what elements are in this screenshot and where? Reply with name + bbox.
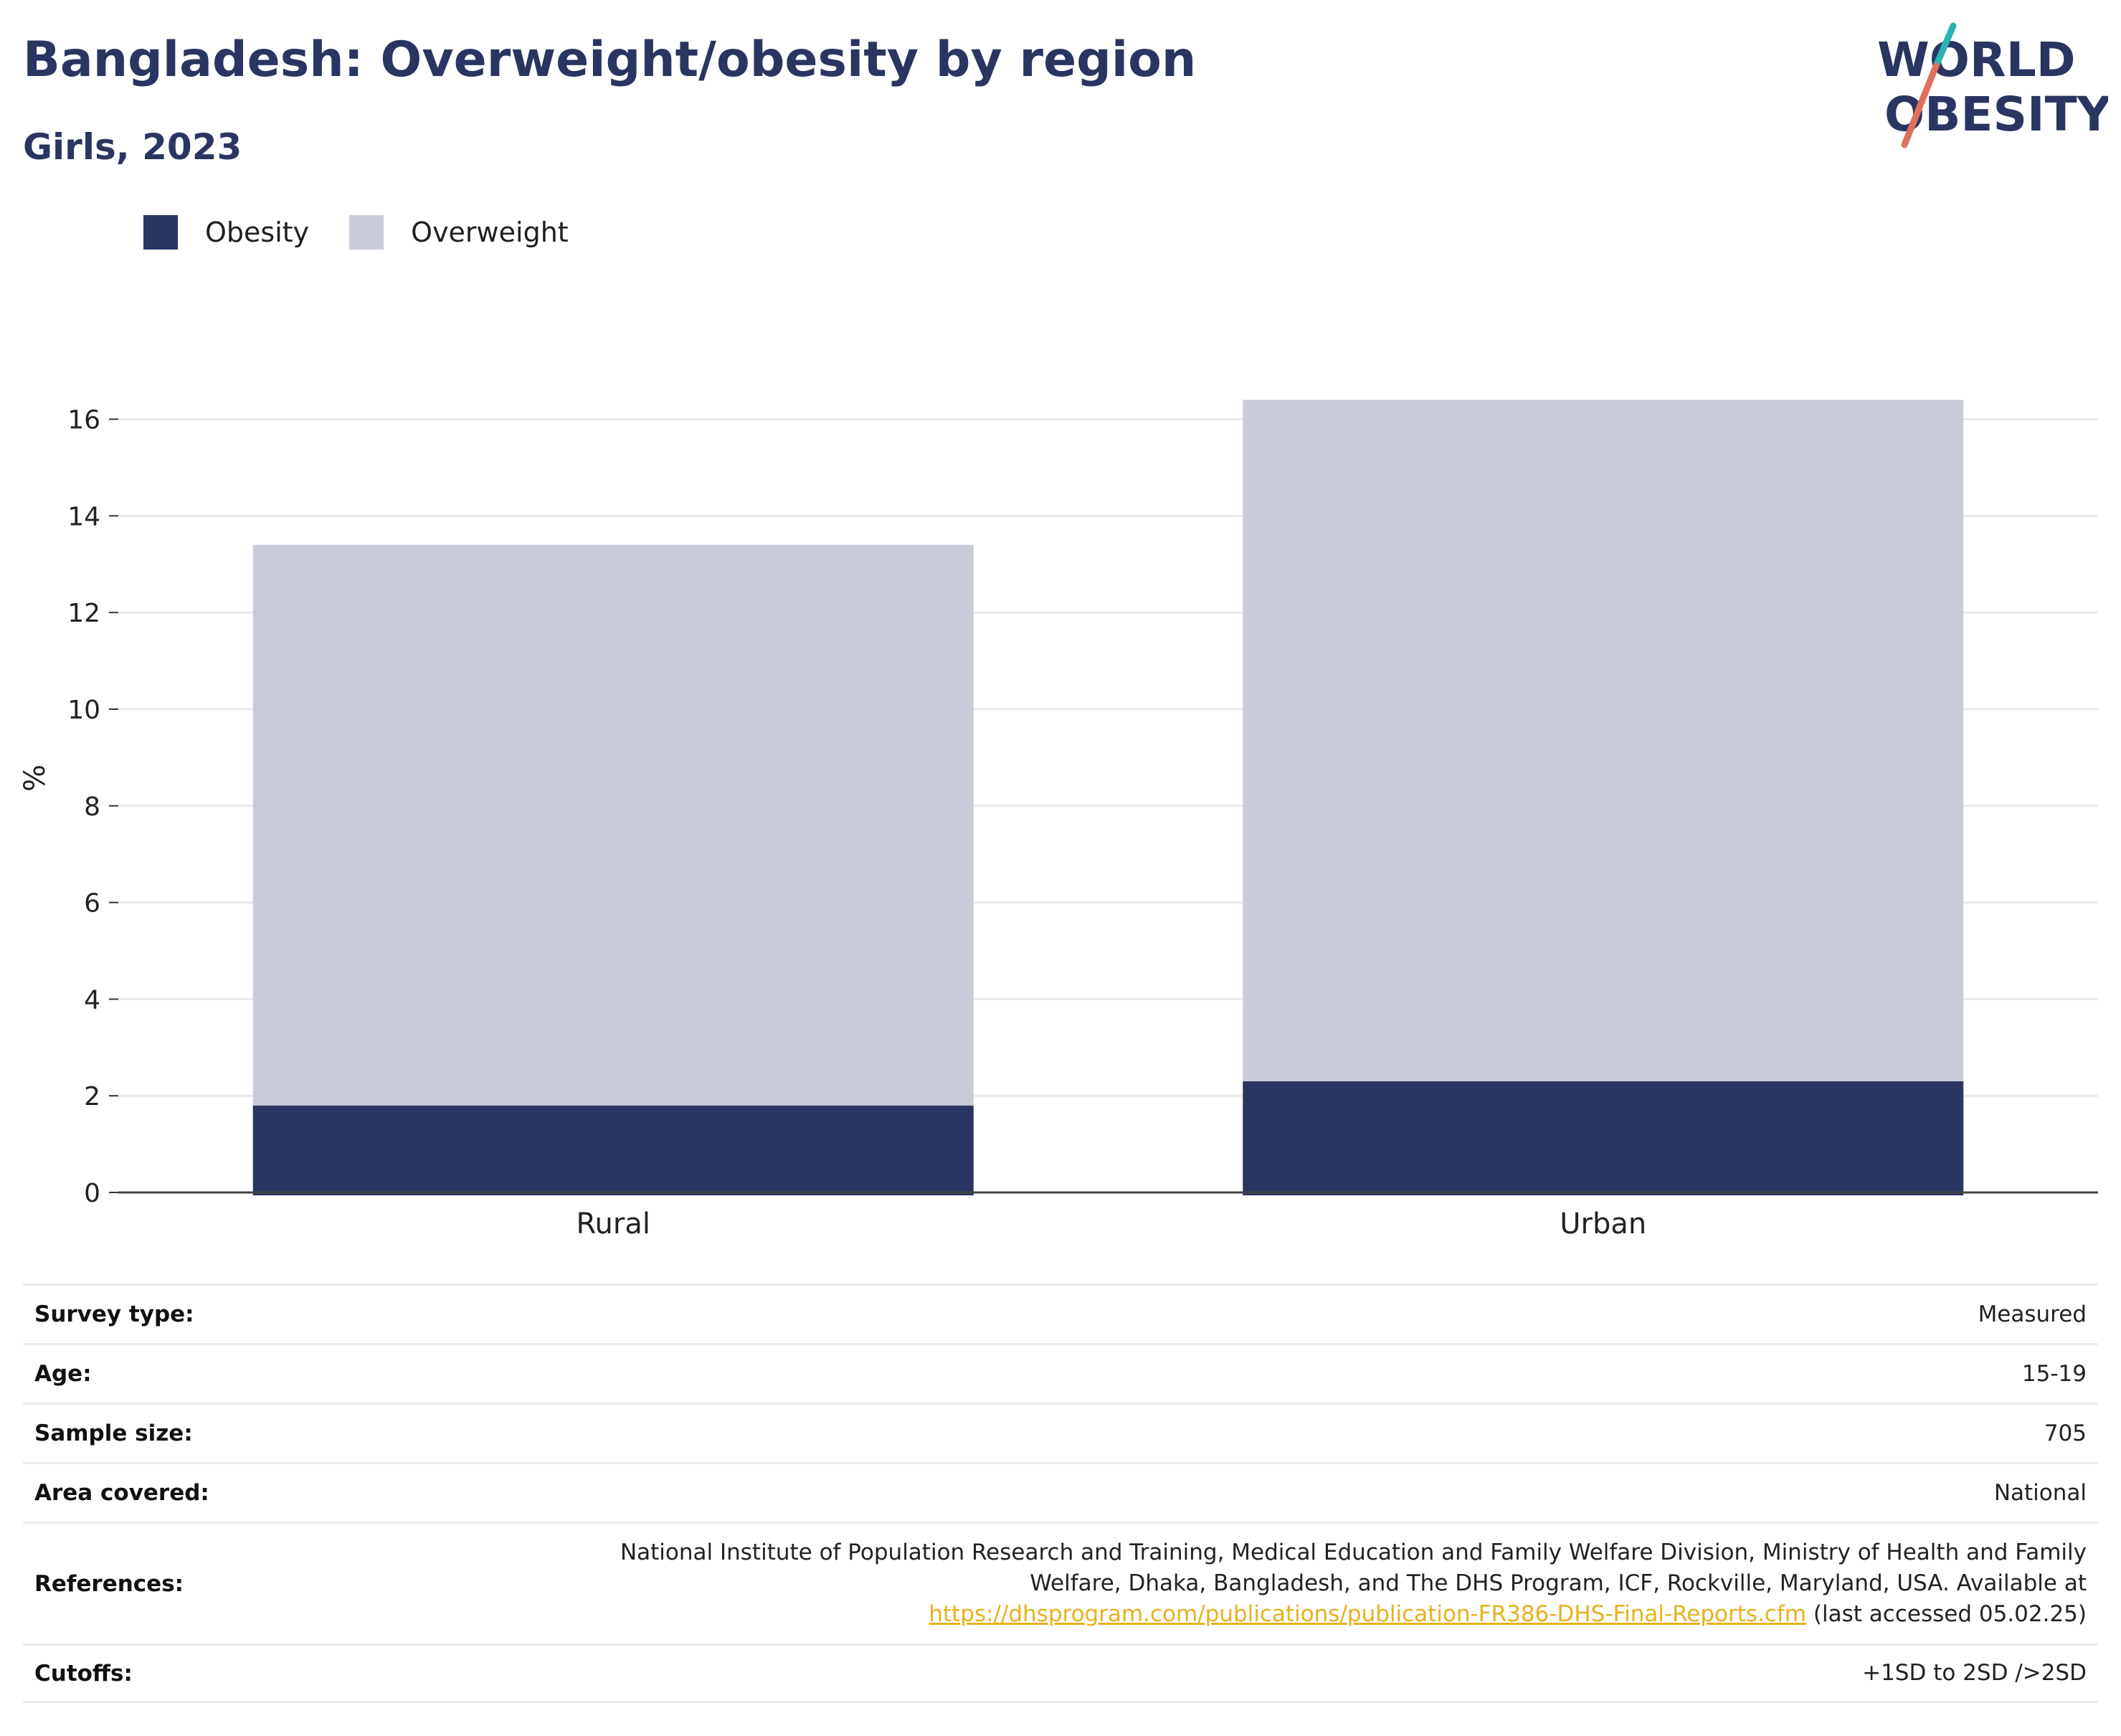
legend-label-obesity: Obesity [205,217,310,248]
y-tick-label-8: 8 [84,792,100,822]
meta-value-cutoffs: +1SD to 2SD />2SD [1862,1660,2087,1686]
chart-bars [252,399,1964,1195]
y-tick-label-12: 12 [67,599,100,628]
meta-label-survey-type: Survey type: [34,1301,194,1327]
meta-row-cutoffs: Cutoffs: +1SD to 2SD />2SD [23,1643,2098,1703]
legend-item-overweight[interactable]: Overweight [349,215,569,250]
chart-legend: Obesity Overweight [143,214,609,251]
y-tick-label-16: 16 [67,406,100,435]
bar-urban-obesity[interactable] [1243,1081,1964,1195]
x-axis-ticks: Rural Urban [576,1208,1647,1241]
x-tick-label-rural: Rural [576,1208,650,1241]
y-axis-ticks: 0 2 4 6 8 10 12 14 16 [67,406,118,1208]
meta-label-cutoffs: Cutoffs: [34,1660,133,1687]
y-tick-label-2: 2 [84,1082,100,1111]
world-obesity-logo: WORLD OBESITY [1877,22,2108,148]
meta-value-survey-type: Measured [1978,1301,2087,1327]
bar-urban-overweight[interactable] [1243,399,1964,1081]
references-text-line2: Welfare, Dhaka, Bangladesh, and The DHS … [1030,1570,2087,1596]
meta-label-age: Age: [34,1361,92,1387]
page-title: Bangladesh: Overweight/obesity by region [23,32,1197,88]
y-tick-label-14: 14 [67,502,100,531]
meta-row-sample-size: Sample size: 705 [23,1403,2098,1462]
bar-rural-obesity[interactable] [252,1105,974,1195]
meta-value-sample-size: 705 [2044,1420,2087,1446]
meta-label-sample-size: Sample size: [34,1420,193,1446]
logo-text-world: WORLD [1877,32,2076,87]
legend-label-overweight: Overweight [411,217,569,248]
y-axis-label: % [19,764,52,792]
x-tick-label-urban: Urban [1560,1208,1646,1241]
meta-row-references: References: National Institute of Popula… [23,1522,2098,1643]
meta-value-references: National Institute of Population Researc… [620,1537,2087,1630]
logo-slash-teal [1932,22,1957,70]
references-link[interactable]: https://dhsprogram.com/publications/publ… [929,1601,1807,1627]
y-tick-label-4: 4 [84,985,100,1015]
meta-label-area-covered: Area covered: [34,1480,209,1506]
meta-value-area-covered: National [1993,1479,2087,1506]
meta-value-age: 15-19 [2021,1360,2087,1387]
bar-chart: 0 2 4 6 8 10 12 14 16 Rural Urban % [19,399,2098,1241]
y-tick-label-10: 10 [67,696,100,725]
survey-metadata-table: Survey type: Measured Age: 15-19 Sample … [23,1284,2098,1703]
meta-row-survey-type: Survey type: Measured [23,1284,2098,1343]
y-tick-label-0: 0 [84,1179,100,1208]
logo-slash-coral [1901,62,1940,148]
legend-swatch-obesity [143,215,178,250]
bar-rural-overweight[interactable] [252,544,974,1106]
references-text-line1: National Institute of Population Researc… [620,1540,2087,1565]
references-suffix: (last accessed 05.02.25) [1806,1601,2087,1627]
meta-row-age: Age: 15-19 [23,1343,2098,1403]
y-tick-label-6: 6 [84,889,100,919]
meta-row-area-covered: Area covered: National [23,1462,2098,1522]
legend-swatch-overweight [349,215,384,250]
meta-label-references: References: [34,1570,184,1597]
page-subtitle: Girls, 2023 [23,126,242,168]
legend-item-obesity[interactable]: Obesity [143,215,309,250]
